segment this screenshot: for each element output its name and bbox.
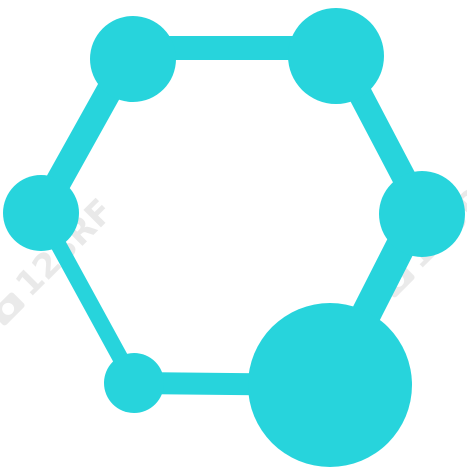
atom-right [379, 171, 465, 257]
camera-icon [0, 291, 26, 326]
atom-left [3, 175, 79, 251]
atom-bottom-left [104, 353, 164, 413]
atom-bottom-right-large [248, 303, 412, 467]
atom-top-right [288, 8, 384, 104]
atom-top-left [90, 16, 176, 102]
